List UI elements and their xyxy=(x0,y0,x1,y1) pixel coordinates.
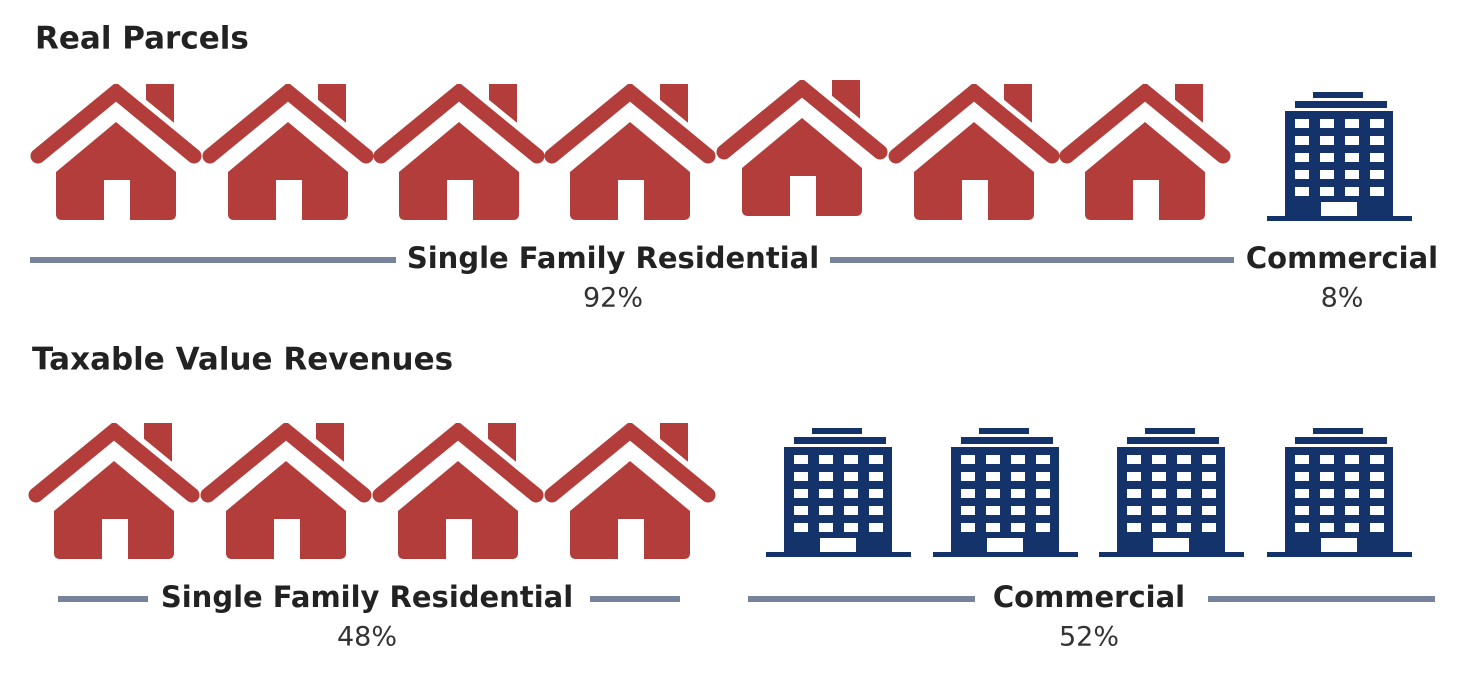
section-title: Real Parcels xyxy=(35,21,249,57)
group-label: Commercial xyxy=(993,580,1185,614)
section-title: Taxable Value Revenues xyxy=(32,342,453,378)
group-label: Commercial xyxy=(1246,241,1438,275)
group-share: 48% xyxy=(337,622,397,653)
group-label: Single Family Residential xyxy=(161,580,573,614)
building-icon xyxy=(1267,92,1412,221)
group-share: 52% xyxy=(1059,622,1119,653)
group-share: 8% xyxy=(1321,283,1364,314)
group-share: 92% xyxy=(583,283,643,314)
group-label: Single Family Residential xyxy=(407,241,819,275)
house-icons xyxy=(36,423,708,559)
house-icons xyxy=(38,80,1223,220)
building-icons xyxy=(766,428,1412,557)
